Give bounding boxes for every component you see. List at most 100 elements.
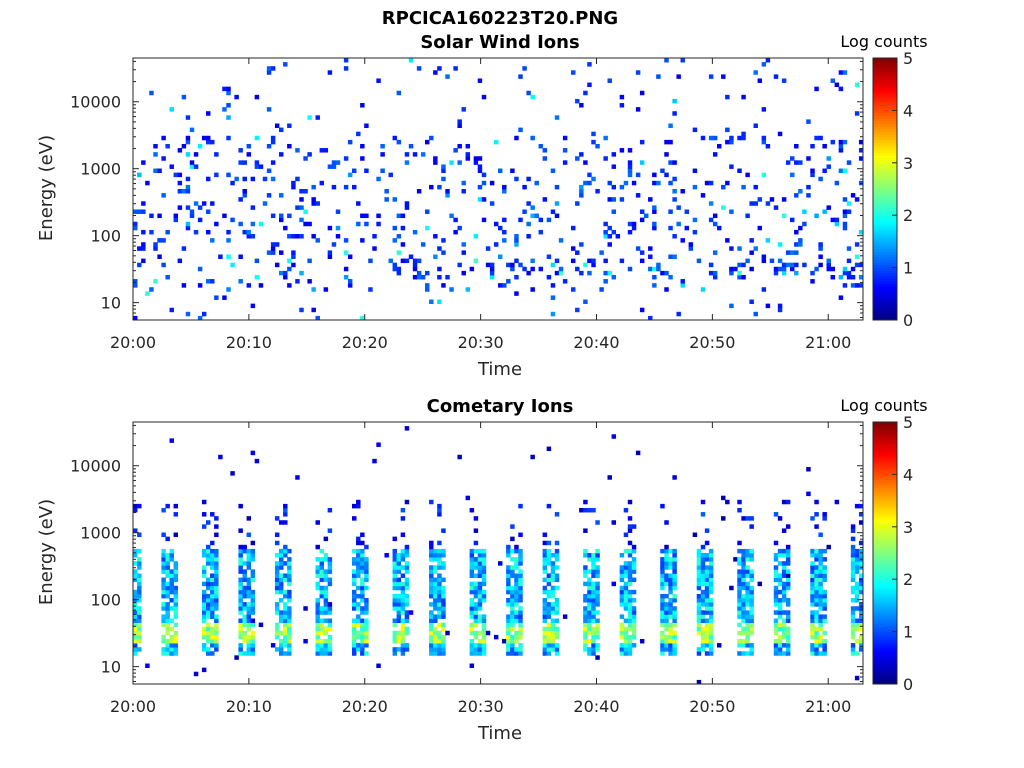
heatmap-cell bbox=[433, 634, 438, 640]
heatmap-cell bbox=[165, 561, 170, 566]
heatmap-cell bbox=[210, 630, 215, 636]
heatmap-cell bbox=[473, 234, 479, 239]
heatmap-cell bbox=[498, 561, 503, 566]
heatmap-cell bbox=[425, 283, 430, 288]
heatmap-cell bbox=[364, 569, 369, 574]
heatmap-cell bbox=[510, 262, 515, 268]
heatmap-cell bbox=[364, 168, 369, 174]
heatmap-cell bbox=[299, 307, 304, 313]
heatmap-cell bbox=[506, 589, 511, 595]
heatmap-cell bbox=[749, 516, 754, 521]
heatmap-cell bbox=[279, 520, 284, 525]
heatmap-cell bbox=[672, 475, 677, 480]
heatmap-cell bbox=[542, 630, 548, 636]
heatmap-cell bbox=[234, 94, 239, 100]
heatmap-cell bbox=[210, 610, 215, 615]
colorbar-swatch bbox=[873, 225, 897, 229]
heatmap-cell bbox=[810, 270, 815, 276]
heatmap-cell bbox=[591, 565, 596, 570]
heatmap-cell bbox=[696, 602, 702, 607]
heatmap-cell bbox=[858, 606, 864, 611]
heatmap-cell bbox=[704, 180, 710, 186]
x-tick-label: 20:10 bbox=[226, 697, 272, 716]
heatmap-cell bbox=[295, 279, 300, 284]
colorbar-swatch bbox=[873, 301, 897, 305]
colorbar-swatch bbox=[873, 634, 897, 638]
heatmap-cell bbox=[246, 581, 252, 587]
heatmap-cell bbox=[137, 622, 142, 628]
heatmap-cell bbox=[785, 561, 791, 566]
heatmap-cell bbox=[850, 630, 856, 636]
heatmap-cell bbox=[518, 561, 523, 566]
heatmap-cell bbox=[591, 626, 596, 632]
heatmap-cell bbox=[206, 626, 211, 632]
heatmap-cell bbox=[250, 634, 256, 640]
colorbar-swatch bbox=[873, 65, 897, 69]
heatmap-cell bbox=[631, 548, 637, 554]
heatmap-cell bbox=[514, 242, 519, 247]
heatmap-cell bbox=[850, 585, 856, 591]
heatmap-cell bbox=[591, 139, 596, 145]
heatmap-cell bbox=[477, 630, 483, 636]
heatmap-cell bbox=[729, 266, 734, 272]
heatmap-cell bbox=[785, 602, 791, 607]
heatmap-cell bbox=[133, 643, 138, 648]
heatmap-cell bbox=[591, 507, 596, 513]
heatmap-cell bbox=[416, 189, 422, 194]
heatmap-cell bbox=[429, 569, 434, 574]
heatmap-cell bbox=[639, 638, 645, 644]
heatmap-cell bbox=[327, 622, 333, 628]
heatmap-cell bbox=[514, 577, 519, 583]
heatmap-cell bbox=[765, 201, 771, 206]
heatmap-cell bbox=[854, 197, 860, 202]
heatmap-cell bbox=[554, 565, 560, 570]
colorbar-swatch bbox=[873, 280, 897, 284]
heatmap-cell bbox=[583, 160, 588, 165]
heatmap-cell bbox=[165, 573, 170, 578]
heatmap-cell bbox=[279, 152, 284, 157]
heatmap-cell bbox=[700, 553, 706, 558]
heatmap-cell bbox=[299, 217, 304, 223]
colorbar-label: Log counts bbox=[840, 396, 927, 415]
heatmap-cell bbox=[465, 495, 471, 501]
heatmap-cell bbox=[360, 626, 365, 632]
heatmap-cell bbox=[518, 548, 523, 554]
colorbar-swatch bbox=[873, 139, 897, 143]
heatmap-cell bbox=[469, 573, 475, 578]
heatmap-cell bbox=[137, 593, 142, 599]
heatmap-cell bbox=[583, 618, 588, 623]
heatmap-cell bbox=[777, 634, 783, 640]
heatmap-cell bbox=[822, 565, 827, 570]
heatmap-cell bbox=[741, 626, 746, 632]
heatmap-cell bbox=[757, 225, 763, 231]
heatmap-cell bbox=[526, 234, 531, 239]
heatmap-cell bbox=[631, 561, 637, 566]
heatmap-cell bbox=[858, 512, 864, 517]
heatmap-cell bbox=[218, 454, 223, 460]
heatmap-cell bbox=[319, 148, 325, 153]
colorbar-swatch bbox=[873, 597, 897, 601]
heatmap-cell bbox=[518, 589, 523, 595]
heatmap-cell bbox=[364, 123, 369, 128]
heatmap-cell bbox=[234, 176, 239, 182]
heatmap-cell bbox=[242, 176, 247, 182]
heatmap-cell bbox=[798, 160, 803, 165]
heatmap-cell bbox=[514, 589, 519, 595]
heatmap-cell bbox=[250, 622, 256, 628]
heatmap-cell bbox=[364, 618, 369, 623]
heatmap-cell bbox=[810, 569, 815, 574]
heatmap-cell bbox=[510, 168, 515, 174]
heatmap-cell bbox=[708, 643, 714, 648]
heatmap-cell bbox=[210, 598, 215, 603]
heatmap-cell bbox=[546, 651, 552, 656]
colorbar-swatch bbox=[873, 424, 897, 428]
heatmap-cell bbox=[696, 561, 702, 566]
heatmap-cell bbox=[623, 593, 629, 599]
heatmap-cell bbox=[802, 209, 807, 214]
heatmap-cell bbox=[514, 561, 519, 566]
heatmap-cell bbox=[660, 561, 665, 566]
heatmap-cell bbox=[781, 499, 787, 505]
heatmap-cell bbox=[595, 585, 600, 591]
heatmap-cell bbox=[725, 499, 730, 505]
heatmap-cell bbox=[741, 557, 746, 562]
